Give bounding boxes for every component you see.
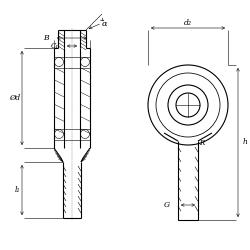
Text: h: h bbox=[243, 138, 248, 146]
Text: R: R bbox=[200, 139, 204, 147]
Text: B: B bbox=[44, 34, 49, 42]
Text: l₁: l₁ bbox=[14, 186, 20, 194]
Text: α: α bbox=[101, 20, 107, 28]
Text: C₁: C₁ bbox=[51, 42, 59, 50]
Text: d₂: d₂ bbox=[184, 19, 192, 27]
Text: G: G bbox=[164, 201, 170, 209]
Text: Ød: Ød bbox=[9, 94, 20, 102]
